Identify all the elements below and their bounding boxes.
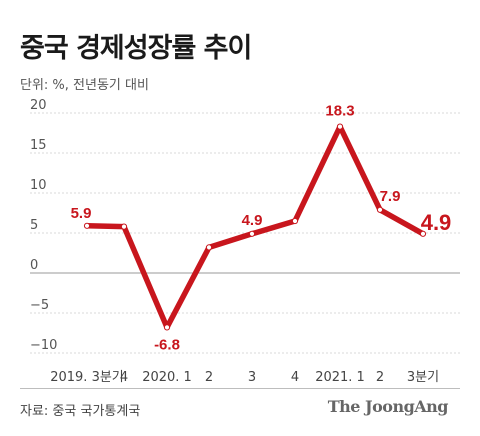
brand-logo: The JoongAng	[327, 397, 449, 416]
y-tick-label: 0	[30, 258, 38, 273]
data-labels: 5.9 -6.8 4.9 18.3 7.9 4.9	[71, 103, 452, 354]
data-label: 5.9	[71, 205, 92, 222]
y-tick-label: 15	[30, 138, 47, 153]
x-tick-label: 2020. 1	[142, 370, 192, 385]
data-point	[376, 206, 384, 213]
data-point	[248, 230, 256, 237]
x-tick-label: 2019. 3분기	[50, 370, 124, 385]
x-tick-label: 2021. 1	[315, 370, 365, 385]
gridlines	[30, 112, 460, 354]
unit-label: 단위: %, 전년동기 대비	[20, 78, 149, 93]
source-note: 자료: 중국 국가통계국	[20, 404, 141, 419]
x-tick-label: 3	[248, 370, 256, 385]
footer-divider	[20, 388, 460, 389]
data-label: -6.8	[154, 336, 180, 353]
x-tick-label: 2	[205, 370, 213, 385]
data-point	[291, 217, 299, 225]
data-label: 4.9	[242, 212, 263, 229]
data-point	[83, 222, 91, 229]
y-tick-labels: 20 15 10 5 0 −5 −10	[30, 98, 57, 353]
chart-title: 중국 경제성장률 추이	[20, 33, 252, 64]
data-point	[163, 324, 171, 331]
x-tick-label: 2	[376, 370, 384, 385]
data-label: 18.3	[325, 103, 354, 120]
y-tick-label: −10	[30, 338, 57, 353]
y-tick-label: 20	[30, 98, 47, 113]
x-tick-label: 4	[120, 370, 128, 385]
x-tick-label: 4	[291, 370, 299, 385]
x-tick-label: 3분기	[407, 370, 439, 385]
y-tick-label: 5	[30, 218, 38, 233]
data-points	[83, 123, 427, 331]
data-point	[205, 244, 213, 251]
data-label: 7.9	[380, 188, 401, 205]
y-tick-label: −5	[30, 298, 49, 313]
data-label-latest: 4.9	[421, 210, 452, 235]
data-point	[120, 223, 128, 230]
data-point	[336, 123, 344, 130]
y-tick-label: 10	[30, 178, 47, 193]
data-point	[419, 230, 427, 237]
